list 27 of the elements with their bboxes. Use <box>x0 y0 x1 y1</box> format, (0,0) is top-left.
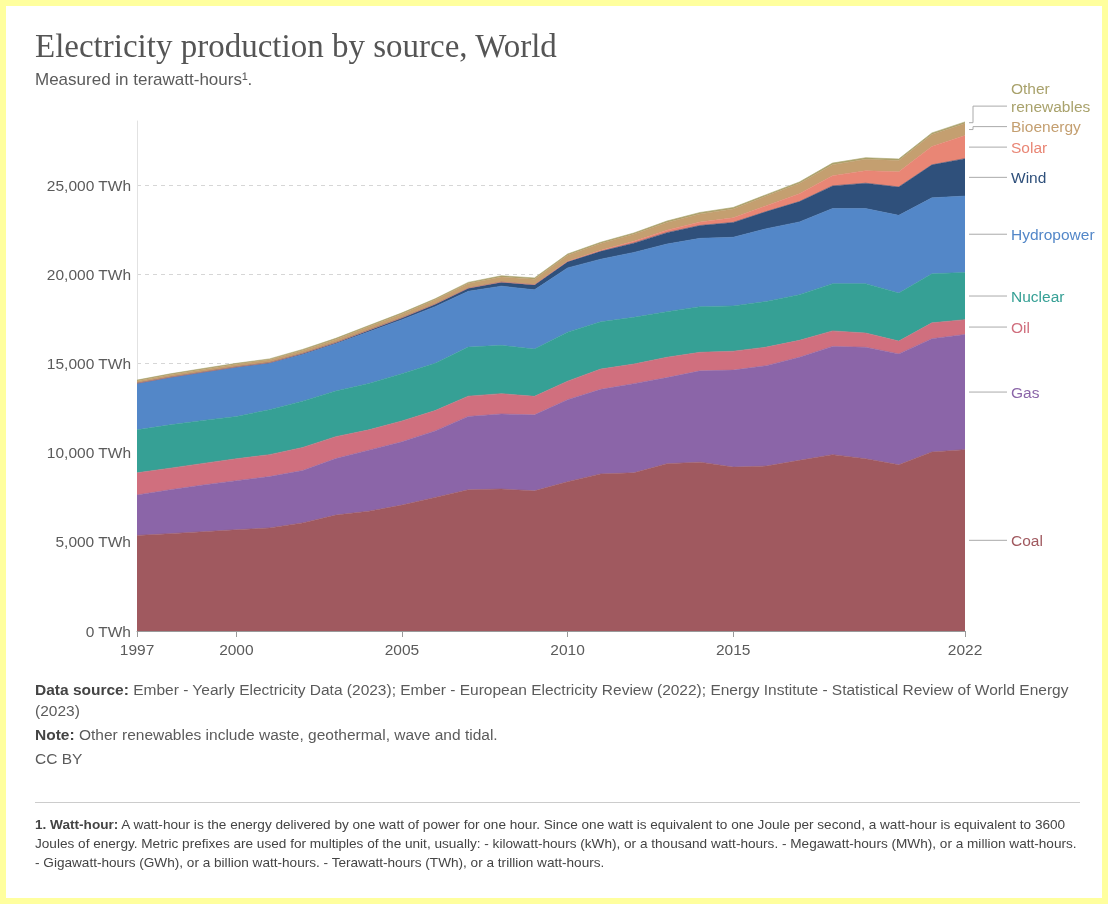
text: Bioenergy <box>1011 118 1082 136</box>
x-tick-label: 2005 <box>384 640 420 658</box>
x-tick-label: 1997 <box>119 640 155 658</box>
x-tick-label: 2015 <box>715 640 751 658</box>
chart-subtitle: Measured in terawatt-hours¹. <box>35 70 253 90</box>
x-tick-label: 2022 <box>947 640 983 658</box>
x-tick-label: 2000 <box>219 640 254 658</box>
text: CC BY <box>35 749 84 769</box>
y-tick-label: 25,000 TWh <box>46 176 131 194</box>
text: Oil <box>1011 318 1030 336</box>
x-tick-label: 2010 <box>550 640 586 658</box>
chart-title: Electricity production by source, World <box>35 28 557 65</box>
y-tick-label: 20,000 TWh <box>46 265 131 283</box>
text: 1. Watt-hour: A watt-hour is the energy delivered by one watt of power for one hour. Since one watt is equivalent to one Joule per second, a watt-hour is equivalent to 3600 Joules of energy. Metric prefixes are used for multiples of the unit, usually: - kilowatt-hours (kWh), or a thousand watt-hours. - Megawatt-hours (MWh), or a million watt-hours. - Gigawatt-hours (GWh), or a billion watt-hours. - Terawatt-hours (TWh), or a trillion watt-hours. <box>35 816 1078 872</box>
text: Other renewables <box>1011 79 1091 115</box>
y-tick-label: 5,000 TWh <box>55 533 131 551</box>
text: Coal <box>1011 531 1043 549</box>
y-tick-label: 15,000 TWh <box>46 355 131 373</box>
text: Solar <box>1011 138 1048 156</box>
y-tick-label: 0 TWh <box>85 622 131 640</box>
text: Nuclear <box>1011 287 1065 305</box>
text: Note: Other renewables include waste, geothermal, wave and tidal. <box>35 725 499 745</box>
text: Data source: Ember - Yearly Electricity Data (2023); Ember - European Electricity Review (2022); Energy Institute - Statistical Review of World Energy (2023) <box>35 681 1069 719</box>
y-tick-label: 10,000 TWh <box>46 444 131 462</box>
text: Gas <box>1011 383 1040 401</box>
text: Hydropower <box>1011 225 1095 243</box>
text: Wind <box>1011 168 1047 186</box>
